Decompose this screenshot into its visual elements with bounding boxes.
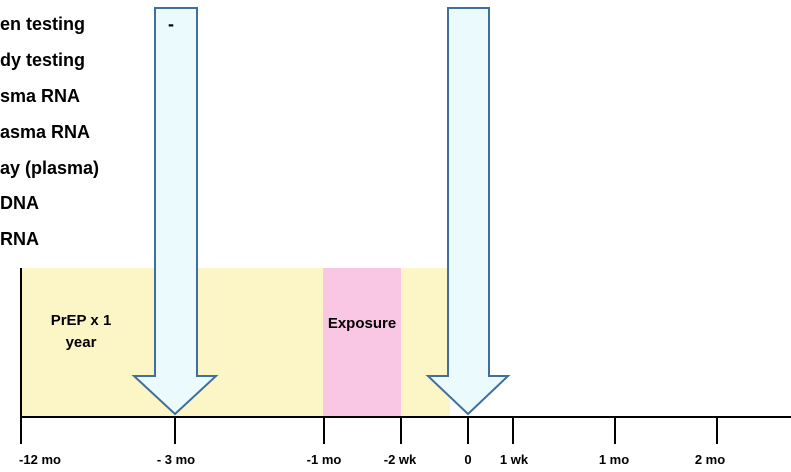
test-label: sma RNA	[0, 86, 81, 106]
arrow-note: -	[168, 14, 174, 34]
timeline-tick-label: -12 mo	[19, 452, 61, 467]
down-arrow-icon	[131, 7, 219, 416]
timeline-tick-label: - 3 mo	[156, 452, 196, 467]
timeline-tick	[400, 416, 402, 444]
timeline-tick-label: 0	[464, 452, 472, 467]
prep-label: PrEP x 1 year	[50, 312, 112, 351]
test-label: en testing	[0, 14, 86, 34]
test-label: DNA	[0, 193, 39, 213]
exposure-period-band	[323, 268, 401, 416]
timeline-tick	[716, 416, 718, 444]
timeline-tick	[614, 416, 616, 444]
timeline-tick	[467, 416, 469, 444]
test-label: ay (plasma)	[0, 158, 100, 178]
timeline-tick-label: -1 mo	[306, 452, 342, 467]
timeline-tick-label: 2 mo	[694, 452, 726, 467]
timeline-tick-label: 1 mo	[598, 452, 630, 467]
timeline-tick	[512, 416, 514, 444]
timeline-tick	[20, 416, 22, 444]
test-label: dy testing	[0, 50, 86, 70]
timeline-tick-label: -2 wk	[383, 452, 417, 467]
timeline-tick	[323, 416, 325, 444]
timeline-start-line	[20, 268, 22, 418]
timeline-axis	[20, 416, 791, 418]
down-arrow-icon	[425, 7, 511, 416]
timeline-tick	[174, 416, 176, 444]
exposure-label: Exposure	[327, 315, 397, 332]
timeline-tick-label: 1 wk	[499, 452, 529, 467]
test-label: asma RNA	[0, 122, 91, 142]
test-label: RNA	[0, 229, 39, 249]
